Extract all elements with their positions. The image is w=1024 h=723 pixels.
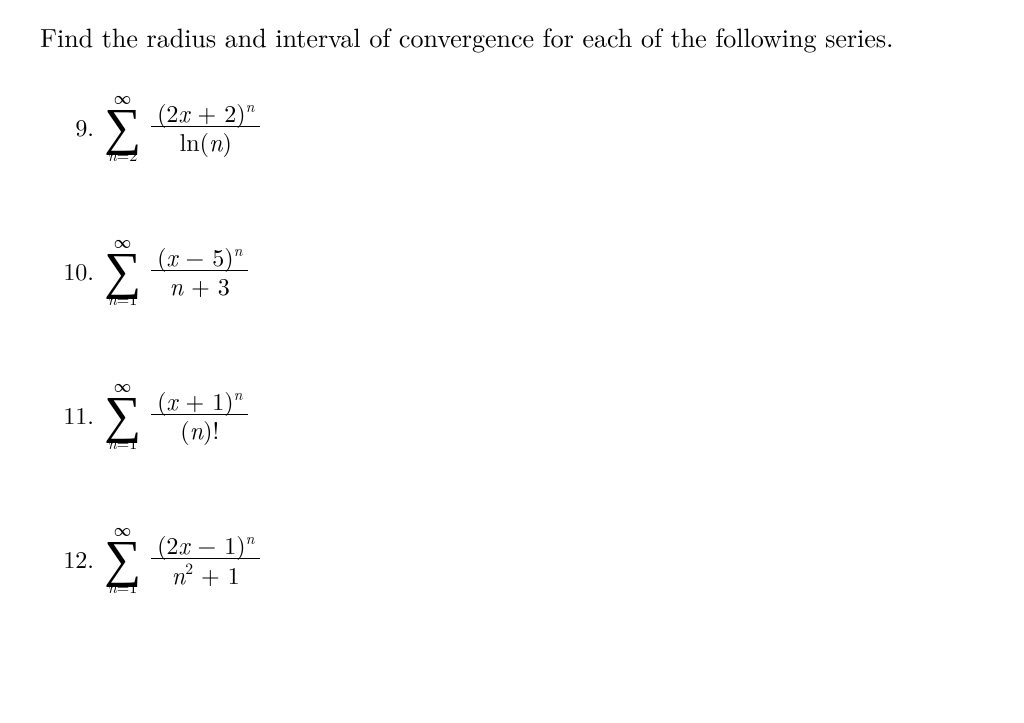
den-text-a: ( [180,412,189,446]
index-start: 1 [129,287,137,310]
num-exponent: n [234,238,243,261]
series-term-fraction: (x − 5)n n + 3 [151,241,248,299]
summation-symbol: ∞ ∑ n=1 [104,377,141,451]
num-text-b: − 1) [190,527,246,561]
equals-sign: = [117,287,129,310]
num-exponent: n [234,382,243,405]
fraction-denominator: n + 3 [164,271,236,299]
index-start: 1 [129,431,137,454]
num-var: x [166,383,177,417]
equals-sign: = [117,575,129,598]
series-term-fraction: (2x + 2)n ln(n) [151,97,260,155]
den-var: n [209,124,223,158]
den-exponent: 2 [185,556,193,579]
den-text-b: + 1 [193,557,240,591]
sigma-glyph: ∑ [104,536,141,575]
fraction-numerator: (2x + 2)n [151,97,260,126]
summation-symbol: ∞ ∑ n=2 [104,89,141,163]
sum-lower-limit: n=2 [108,147,137,163]
problem-11: 11. ∞ ∑ n=1 (x + 1)n (n)! [60,377,984,451]
den-var: n [190,412,204,446]
instruction-text: Find the radius and interval of converge… [40,18,984,55]
sum-lower-limit: n=1 [108,579,137,595]
sigma-glyph: ∑ [104,248,141,287]
problem-number: 12. [60,541,94,575]
sum-lower-limit: n=1 [108,291,137,307]
index-var: n [108,575,117,598]
num-exponent: n [246,94,255,117]
page: Find the radius and interval of converge… [0,0,1024,635]
problem-10: 10. ∞ ∑ n=1 (x − 5)n n + 3 [60,233,984,307]
index-var: n [108,287,117,310]
index-start: 1 [129,575,137,598]
fraction-numerator: (x + 1)n [151,385,248,414]
index-start: 2 [129,143,137,166]
problem-number: 10. [60,253,94,287]
den-text-b: ) [222,124,231,158]
num-text-a: (2 [157,527,178,561]
equals-sign: = [117,143,129,166]
equals-sign: = [117,431,129,454]
summation-symbol: ∞ ∑ n=1 [104,233,141,307]
fraction-denominator: n2 + 1 [166,559,246,588]
fraction-denominator: ln(n) [174,127,238,155]
den-text-a: ln( [180,124,209,158]
den-var: n [170,268,184,302]
den-text-b: )! [203,412,219,446]
problem-number: 11. [60,397,94,431]
fraction-denominator: (n)! [174,415,225,443]
problem-number: 9. [60,109,94,143]
num-exponent: n [246,526,255,549]
den-text-b: + 3 [183,268,230,302]
index-var: n [108,431,117,454]
fraction-numerator: (x − 5)n [151,241,248,270]
den-var: n [172,557,186,591]
problem-12: 12. ∞ ∑ n=1 (2x − 1)n n2 + 1 [60,521,984,595]
fraction-numerator: (2x − 1)n [151,529,260,558]
sigma-glyph: ∑ [104,392,141,431]
sum-lower-limit: n=1 [108,435,137,451]
num-text-a: (2 [157,95,178,129]
sigma-glyph: ∑ [104,104,141,143]
index-var: n [108,143,117,166]
series-term-fraction: (x + 1)n (n)! [151,385,248,443]
series-term-fraction: (2x − 1)n n2 + 1 [151,529,260,588]
summation-symbol: ∞ ∑ n=1 [104,521,141,595]
problem-9: 9. ∞ ∑ n=2 (2x + 2)n ln(n) [60,89,984,163]
